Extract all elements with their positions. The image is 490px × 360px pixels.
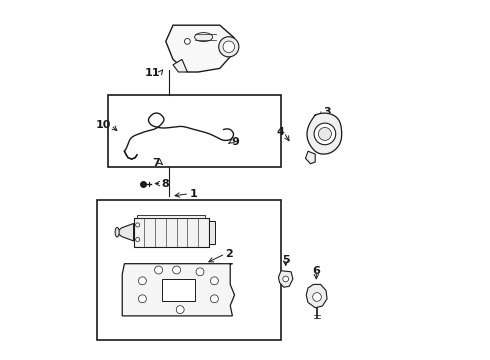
Bar xyxy=(209,221,215,244)
Text: 5: 5 xyxy=(282,255,290,265)
Circle shape xyxy=(210,277,219,285)
Text: 7: 7 xyxy=(153,158,160,168)
Circle shape xyxy=(185,39,190,44)
Circle shape xyxy=(139,277,147,285)
Circle shape xyxy=(314,123,336,145)
Text: 3: 3 xyxy=(323,107,331,117)
Circle shape xyxy=(219,37,239,57)
Circle shape xyxy=(136,237,140,242)
Circle shape xyxy=(318,127,331,140)
Polygon shape xyxy=(278,271,293,287)
Circle shape xyxy=(210,295,219,303)
Circle shape xyxy=(139,295,147,303)
Text: 9: 9 xyxy=(231,137,239,147)
Polygon shape xyxy=(307,113,342,154)
Circle shape xyxy=(223,41,235,53)
Bar xyxy=(137,215,205,218)
Bar xyxy=(108,95,281,167)
Circle shape xyxy=(155,266,163,274)
Circle shape xyxy=(283,276,289,282)
Text: 8: 8 xyxy=(162,179,169,189)
Bar xyxy=(162,279,195,301)
Polygon shape xyxy=(122,264,235,316)
Circle shape xyxy=(196,268,204,276)
Polygon shape xyxy=(117,224,134,241)
Circle shape xyxy=(172,266,180,274)
Text: 6: 6 xyxy=(312,266,320,276)
Circle shape xyxy=(313,293,321,301)
Text: 2: 2 xyxy=(225,249,233,259)
Ellipse shape xyxy=(195,32,213,41)
Text: 10: 10 xyxy=(96,120,111,130)
Text: 4: 4 xyxy=(276,127,284,138)
Text: 1: 1 xyxy=(189,189,197,199)
Circle shape xyxy=(136,223,140,227)
Ellipse shape xyxy=(115,228,119,237)
Circle shape xyxy=(176,306,184,314)
Bar xyxy=(98,200,281,340)
Polygon shape xyxy=(173,59,187,72)
Polygon shape xyxy=(305,151,315,164)
Polygon shape xyxy=(166,25,234,72)
Polygon shape xyxy=(306,284,327,308)
Bar xyxy=(134,218,209,247)
Text: 11: 11 xyxy=(145,68,160,78)
